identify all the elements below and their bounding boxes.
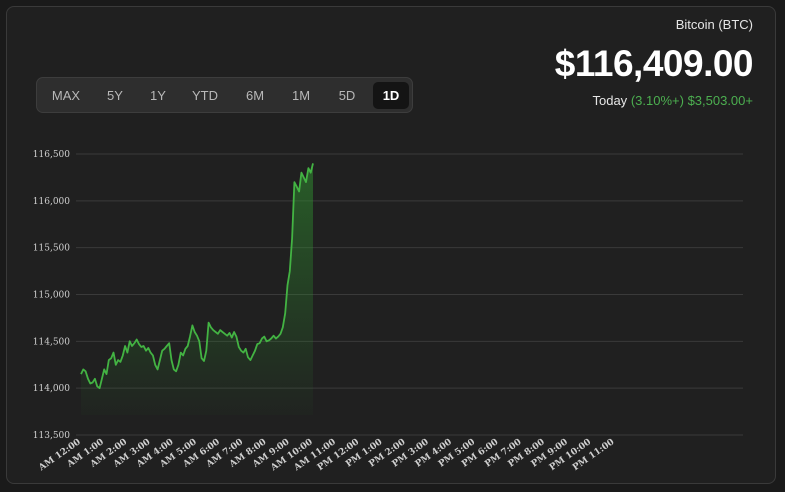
y-tick-label: 114,500 — [33, 337, 70, 347]
y-tick-label: 115,500 — [33, 244, 70, 254]
change-summary: Today (3.10%+) $3,503.00+ — [592, 93, 753, 108]
time-range-selector: MAX 5Y 1Y YTD 6M 1M 5D 1D — [36, 77, 413, 113]
range-tab-1y[interactable]: 1Y — [150, 88, 166, 103]
change-amount: $3,503.00+ — [687, 93, 753, 108]
range-tab-5d[interactable]: 5D — [338, 88, 356, 103]
y-tick-label: 116,000 — [33, 197, 70, 207]
price-line — [80, 163, 314, 390]
range-tab-1m[interactable]: 1M — [291, 88, 311, 103]
asset-name: Bitcoin (BTC) — [675, 17, 753, 32]
current-price: $116,409.00 — [554, 43, 754, 84]
range-tab-max[interactable]: MAX — [51, 88, 81, 103]
range-tab-6m[interactable]: 6M — [245, 88, 265, 103]
y-tick-label: 113,500 — [33, 431, 70, 441]
y-tick-label: 114,000 — [33, 384, 70, 394]
period-label: Today — [592, 93, 628, 108]
range-tab-5y[interactable]: 5Y — [107, 88, 123, 103]
range-tab-1d[interactable]: 1D — [373, 82, 409, 109]
y-tick-label: 115,000 — [33, 291, 70, 301]
change-percent: (3.10%+) — [630, 93, 684, 108]
y-tick-label: 116,500 — [33, 150, 70, 160]
range-tab-ytd[interactable]: YTD — [192, 88, 218, 103]
